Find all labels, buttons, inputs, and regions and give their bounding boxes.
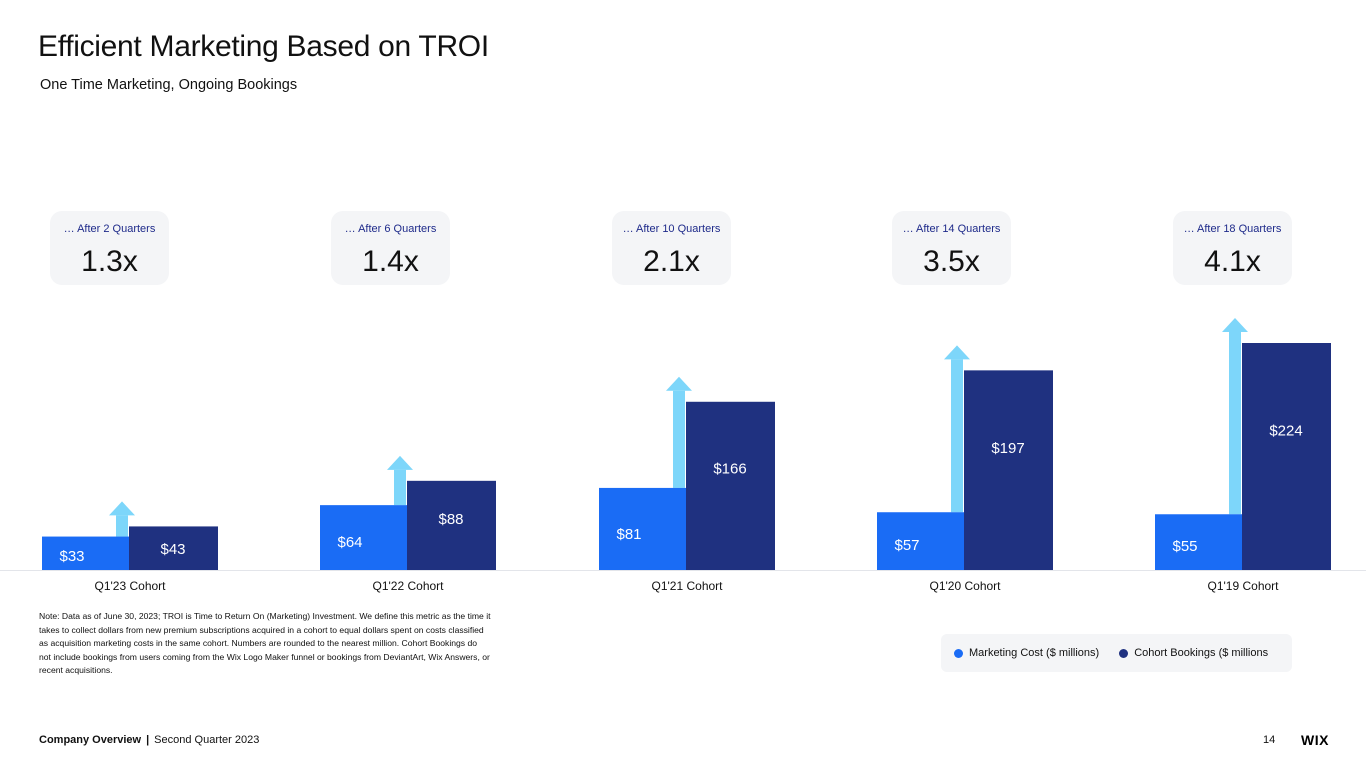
- growth-arrow-shaft: [1229, 332, 1241, 515]
- troi-card-label: … After 2 Quarters: [63, 223, 156, 235]
- data-label-marketing-cost: $57: [894, 537, 919, 554]
- footer-period: Second Quarter 2023: [154, 734, 260, 746]
- data-label-marketing-cost: $81: [616, 526, 641, 543]
- bar-cohort-bookings: [407, 480, 496, 570]
- growth-arrow-shaft: [951, 359, 963, 513]
- bar-marketing-cost: [1155, 514, 1243, 570]
- wix-logo: WIX: [1301, 732, 1329, 748]
- category-label: Q1'23 Cohort: [95, 579, 167, 593]
- bar-marketing-cost: [877, 512, 965, 570]
- legend-dot-marketing-cost: [954, 648, 963, 658]
- legend-dot-cohort-bookings: [1119, 648, 1129, 658]
- footer-separator: |: [146, 734, 150, 746]
- growth-arrow-head: [944, 345, 970, 360]
- growth-arrow-shaft: [673, 390, 685, 488]
- category-label: Q1'22 Cohort: [373, 579, 445, 593]
- footer: Company Overview | Second Quarter 2023: [39, 734, 259, 746]
- legend-label-cohort-bookings: Cohort Bookings ($ millions: [1134, 647, 1269, 659]
- data-label-cohort-bookings: $88: [438, 511, 463, 528]
- troi-card-6-quarters: … After 6 Quarters 1.4x: [331, 211, 450, 285]
- category-label: Q1'20 Cohort: [930, 579, 1002, 593]
- growth-arrow-head: [109, 501, 135, 516]
- footer-section: Company Overview: [39, 734, 142, 746]
- troi-card-18-quarters: … After 18 Quarters 4.1x: [1173, 211, 1292, 285]
- category-label: Q1'21 Cohort: [652, 579, 724, 593]
- data-label-marketing-cost: $55: [1172, 538, 1197, 555]
- bar-cohort-bookings: [129, 526, 218, 570]
- legend-label-marketing-cost: Marketing Cost ($ millions): [969, 647, 1100, 659]
- troi-card-label: … After 6 Quarters: [344, 223, 437, 235]
- growth-arrow-shaft: [394, 469, 406, 506]
- page-number: 14: [1263, 734, 1276, 746]
- troi-card-value: 3.5x: [923, 245, 980, 278]
- data-label-cohort-bookings: $166: [713, 460, 746, 477]
- page-subtitle: One Time Marketing, Ongoing Bookings: [40, 77, 298, 93]
- troi-card-value: 4.1x: [1204, 245, 1261, 278]
- troi-card-value: 1.4x: [362, 245, 419, 278]
- troi-card-label: … After 10 Quarters: [622, 223, 721, 235]
- troi-card-label: … After 18 Quarters: [1183, 223, 1282, 235]
- footnote: Note: Data as of June 30, 2023; TROI is …: [39, 611, 491, 675]
- growth-arrow-head: [666, 376, 692, 391]
- troi-card-2-quarters: … After 2 Quarters 1.3x: [50, 211, 169, 285]
- troi-card-14-quarters: … After 14 Quarters 3.5x: [892, 211, 1011, 285]
- bar-cohort-bookings: [1242, 343, 1331, 570]
- growth-arrow-shaft: [116, 515, 128, 537]
- data-label-marketing-cost: $33: [59, 548, 84, 565]
- data-label-cohort-bookings: $197: [991, 440, 1024, 457]
- troi-card-label: … After 14 Quarters: [902, 223, 1001, 235]
- data-label-cohort-bookings: $43: [160, 541, 185, 558]
- growth-arrow-head: [1222, 318, 1248, 332]
- growth-arrow-head: [387, 455, 413, 470]
- category-label: Q1'19 Cohort: [1208, 579, 1280, 593]
- troi-card-value: 2.1x: [643, 245, 700, 278]
- troi-card-10-quarters: … After 10 Quarters 2.1x: [612, 211, 731, 285]
- data-label-marketing-cost: $64: [337, 534, 362, 551]
- bar-marketing-cost: [42, 536, 130, 570]
- legend-item-marketing-cost: Marketing Cost ($ millions): [954, 647, 1099, 659]
- bar-marketing-cost: [599, 487, 687, 570]
- bar-cohort-bookings: [964, 370, 1053, 570]
- legend-item-cohort-bookings: Cohort Bookings ($ millions: [1119, 647, 1268, 659]
- cohort-bar-chart: $33 $43 Q1'23 Cohort $64 $88 Q1'22 Cohort $81 $…: [0, 318, 1366, 593]
- troi-card-value: 1.3x: [81, 245, 138, 278]
- data-label-cohort-bookings: $224: [1269, 423, 1302, 440]
- page-title: Efficient Marketing Based on TROI: [38, 30, 489, 63]
- chart-legend: Marketing Cost ($ millions) Cohort Booki…: [941, 634, 1292, 672]
- bar-cohort-bookings: [686, 401, 775, 570]
- bar-marketing-cost: [320, 505, 408, 570]
